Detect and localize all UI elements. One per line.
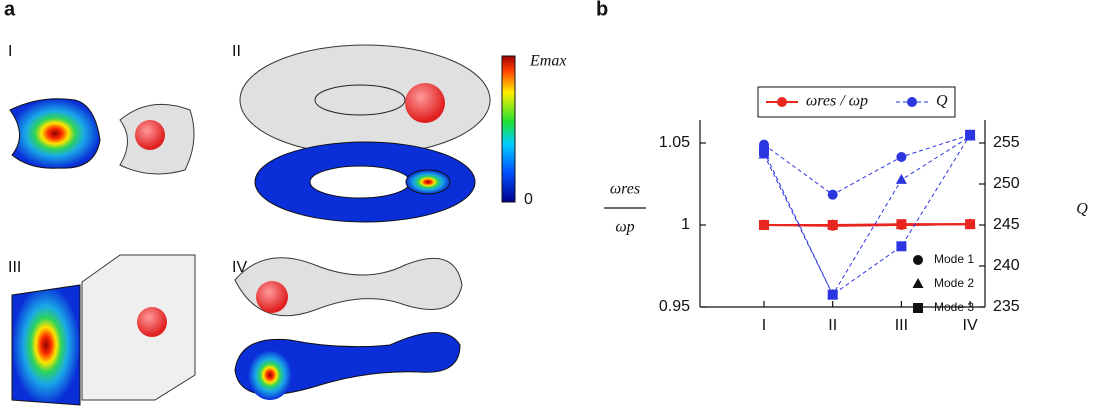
colorbar-label: 0 bbox=[524, 191, 533, 208]
colorbar bbox=[501, 55, 516, 203]
panel-label: a bbox=[4, 0, 16, 20]
particle bbox=[137, 307, 167, 337]
y2-axis-label: Q bbox=[1076, 201, 1088, 218]
marker bbox=[965, 219, 976, 230]
field-map bbox=[9, 98, 101, 169]
shape-render bbox=[234, 257, 463, 317]
x-tick-label: III bbox=[895, 317, 908, 334]
marker bbox=[913, 255, 923, 265]
panel-a: a I II III IV Emax 0 bbox=[4, 0, 566, 406]
y-axis-label: ωres bbox=[610, 181, 640, 198]
shape-render bbox=[239, 44, 491, 156]
y2-tick-label: 245 bbox=[993, 216, 1020, 233]
legend-marker bbox=[777, 97, 787, 107]
y-tick-label: 1.05 bbox=[659, 134, 690, 151]
legend-label: Mode 3 bbox=[934, 300, 974, 314]
legend-label: Mode 1 bbox=[934, 252, 974, 266]
particle bbox=[256, 281, 288, 313]
structure-label: I bbox=[8, 43, 12, 60]
legend-label: ωres / ωp bbox=[806, 93, 868, 110]
field-hotspot bbox=[248, 350, 292, 400]
y2-tick-label: 240 bbox=[993, 257, 1020, 274]
shape-outline bbox=[314, 84, 406, 116]
marker bbox=[896, 241, 907, 252]
marker bbox=[965, 129, 976, 140]
legend-marker bbox=[907, 97, 917, 107]
field-hotspot bbox=[405, 169, 451, 195]
series-line bbox=[763, 134, 971, 296]
legend-label: Q bbox=[936, 93, 948, 110]
particle bbox=[405, 83, 445, 123]
panel-label: b bbox=[596, 0, 608, 20]
marker bbox=[759, 146, 769, 157]
marker bbox=[912, 278, 924, 288]
x-tick-label: IV bbox=[963, 317, 978, 334]
marker bbox=[827, 189, 838, 200]
marker bbox=[827, 289, 838, 300]
structure-label: III bbox=[8, 259, 21, 276]
field-map bbox=[11, 284, 81, 406]
marker bbox=[913, 303, 923, 313]
y2-tick-label: 250 bbox=[993, 175, 1020, 192]
colorbar-label: Emax bbox=[529, 53, 566, 70]
marker bbox=[827, 220, 838, 230]
y2-tick-label: 235 bbox=[993, 298, 1020, 315]
structure-label: II bbox=[232, 43, 241, 60]
field-hole bbox=[309, 165, 411, 199]
y-tick-label: 0.95 bbox=[659, 298, 690, 315]
y-tick-label: 1 bbox=[681, 216, 690, 233]
particle bbox=[135, 120, 165, 150]
y-axis-label: ωp bbox=[615, 219, 634, 236]
x-tick-label: II bbox=[828, 317, 837, 334]
legend-label: Mode 2 bbox=[934, 276, 974, 290]
marker bbox=[759, 220, 769, 230]
marker bbox=[896, 219, 907, 230]
marker bbox=[896, 151, 907, 162]
x-tick-label: I bbox=[762, 317, 766, 334]
series-line bbox=[763, 136, 971, 296]
y2-tick-label: 255 bbox=[993, 134, 1020, 151]
series-line bbox=[764, 223, 971, 226]
marker bbox=[895, 173, 907, 184]
series-line bbox=[763, 134, 971, 196]
